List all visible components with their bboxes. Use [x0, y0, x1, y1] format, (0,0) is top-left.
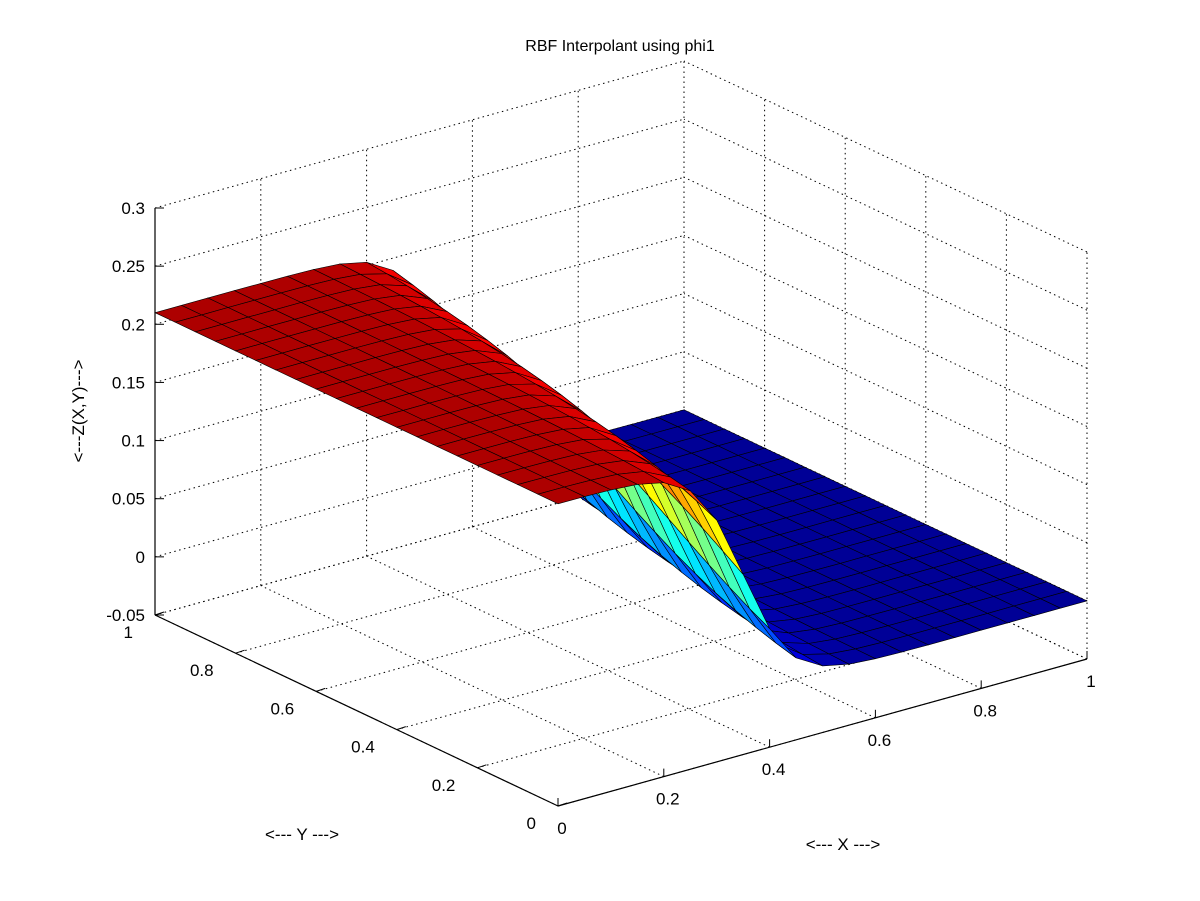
x-tick-label: 0.4 [762, 760, 786, 779]
y-tick-label: 0.8 [190, 661, 214, 680]
z-tick-label: 0.05 [112, 490, 145, 509]
x-tick-label: 0.2 [656, 790, 680, 809]
y-tick [316, 687, 326, 692]
y-tick [477, 764, 487, 769]
tick-marks [154, 207, 1088, 807]
z-axis-label: <---Z(X,Y)---> [69, 359, 88, 462]
y-axis-line [154, 614, 559, 807]
x-axis-label: <--- X ---> [806, 835, 881, 854]
y-tick [396, 726, 406, 731]
z-tick-label: 0.15 [112, 373, 145, 392]
z-tick-label: 0.2 [121, 315, 145, 334]
z-tick-label: 0.1 [121, 432, 145, 451]
surface-face [537, 486, 586, 505]
surface-mesh [154, 261, 1088, 667]
chart-title: RBF Interpolant using phi1 [525, 38, 715, 55]
z-tick-label: 0 [136, 548, 145, 567]
z-tick-label: 0.3 [121, 199, 145, 218]
y-axis-label: <--- Y ---> [265, 825, 339, 844]
x-tick-label: 0.8 [973, 701, 997, 720]
axes-lines [154, 208, 1088, 807]
x-tick-label: 1 [1086, 672, 1095, 691]
y-tick-label: 0.6 [271, 699, 295, 718]
y-tick [557, 802, 568, 807]
x-tick-label: 0.6 [868, 731, 892, 750]
y-tick-label: 0.2 [432, 776, 456, 795]
y-tick-label: 0 [527, 814, 536, 833]
y-tick [235, 649, 245, 654]
y-tick-label: 1 [124, 623, 133, 642]
z-tick-label: -0.05 [106, 606, 145, 625]
y-tick-label: 0.4 [351, 738, 375, 757]
x-axis-line [557, 658, 1088, 807]
tick-labels: 00.20.40.60.8100.20.40.60.81-0.0500.050.… [106, 199, 1095, 838]
z-tick-label: 0.25 [112, 257, 145, 276]
x-tick-label: 0 [557, 819, 566, 838]
